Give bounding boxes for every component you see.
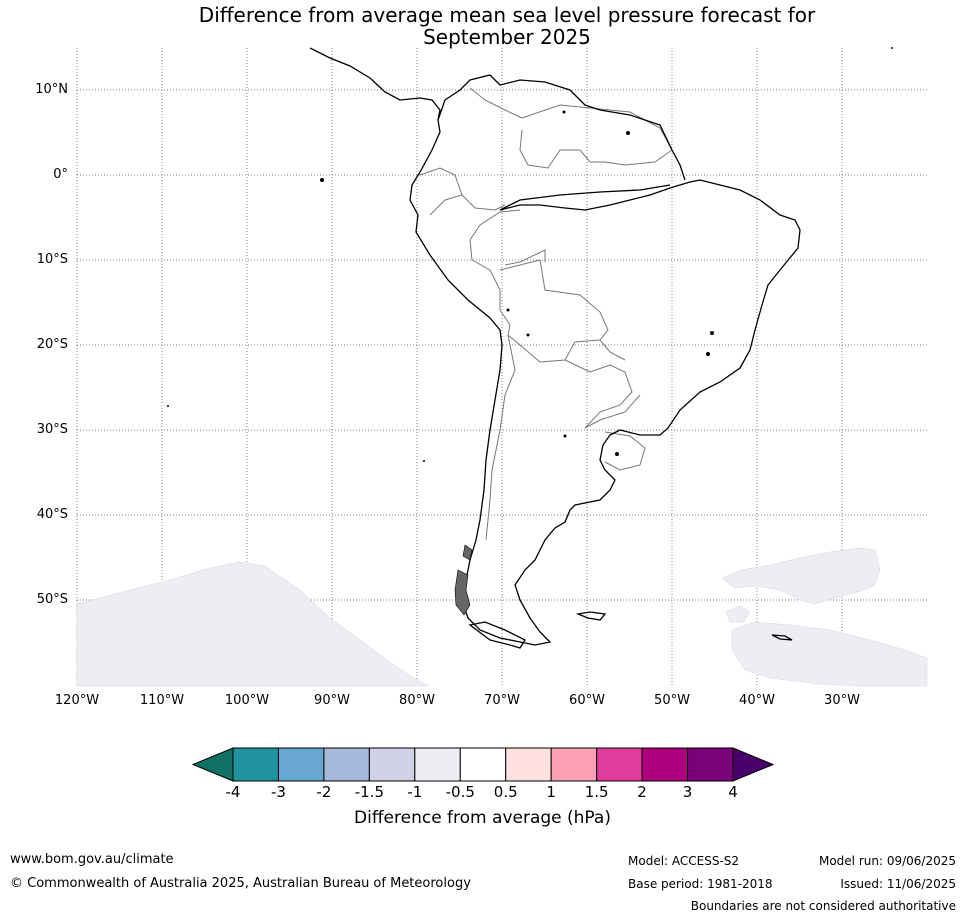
colorbar-extend-low <box>191 747 234 782</box>
colorbar-label: Difference from average (hPa) <box>354 808 611 828</box>
footer-model: Model: ACCESS-S2 <box>628 854 740 868</box>
colorbar-swatch <box>414 747 461 782</box>
colorbar-tick-label: 0.5 <box>493 783 518 801</box>
chilean-archipelago <box>454 544 473 616</box>
lat-label-20s: 20°S <box>36 337 68 352</box>
coast-tierra-del-fuego <box>468 621 526 649</box>
anomaly-regions <box>76 547 928 687</box>
colorbar-swatch <box>323 747 370 782</box>
lat-label-40s: 40°S <box>36 507 68 522</box>
lat-label-10s: 10°S <box>36 252 68 267</box>
anomaly-region-southwest-pacific <box>76 561 429 687</box>
colorbar-tick-label: 4 <box>728 783 738 801</box>
footer-url[interactable]: www.bom.gov.au/climate <box>10 852 174 867</box>
colorbar-swatch <box>368 747 416 782</box>
coast-central-america <box>309 47 441 121</box>
coast-south-georgia <box>771 634 793 641</box>
footer-model-run: Model run: 09/06/2025 <box>818 854 956 868</box>
small-islands <box>167 47 893 462</box>
lat-label-0: 0° <box>53 167 68 182</box>
colorbar-swatch <box>277 747 325 782</box>
country-borders <box>419 87 673 541</box>
lon-label-30w: 30°W <box>824 693 860 708</box>
coast-amazon-river <box>499 184 671 211</box>
footer-disclaimer: Boundaries are not considered authoritat… <box>690 899 956 913</box>
colorbar-swatch <box>596 747 643 782</box>
colorbar-tick-label: -1 <box>407 783 423 801</box>
colorbar-tick-label: 3 <box>682 783 693 801</box>
title-line-2: September 2025 <box>423 25 591 49</box>
lon-label-60w: 60°W <box>569 693 605 708</box>
lon-label-50w: 50°W <box>654 693 690 708</box>
anomaly-region-small <box>725 605 751 623</box>
anomaly-region-south-atlantic-east <box>721 547 881 605</box>
colorbar-swatch <box>641 747 689 782</box>
colorbar-tick-label: -2 <box>316 783 332 801</box>
footer-issued: Issued: 11/06/2025 <box>840 877 956 891</box>
colorbar-tick-label: 1.5 <box>584 783 609 801</box>
colorbar-tick-label: -3 <box>270 783 286 801</box>
lon-label-110w: 110°W <box>139 693 185 708</box>
coastlines <box>309 47 801 649</box>
colorbar-swatch <box>550 747 598 782</box>
coast-falklands <box>575 611 607 621</box>
colorbar-tick-label: -0.5 <box>445 783 475 801</box>
lat-label-50s: 50°S <box>36 592 68 607</box>
map-title: Difference from average mean sea level p… <box>0 4 965 48</box>
colorbar-tick-label: 1 <box>546 783 556 801</box>
lon-label-40w: 40°W <box>739 693 775 708</box>
lon-label-120w: 120°W <box>54 693 100 708</box>
colorbar-extend-high <box>732 747 775 782</box>
lat-label-10n: 10°N <box>35 82 68 97</box>
footer-base-period: Base period: 1981-2018 <box>628 877 773 891</box>
title-line-1: Difference from average mean sea level p… <box>198 3 816 27</box>
lon-label-80w: 80°W <box>399 693 435 708</box>
colorbar-swatch <box>505 747 552 782</box>
coast-south-america <box>409 119 801 646</box>
colorbar-swatch <box>459 747 507 782</box>
footer-copyright: © Commonwealth of Australia 2025, Austra… <box>10 876 471 891</box>
colorbar-tick-label: -1.5 <box>354 783 384 801</box>
colorbar-swatch <box>232 747 279 782</box>
anomaly-region-south-atlantic-southeast <box>731 621 928 687</box>
lat-label-30s: 30°S <box>36 422 68 437</box>
lon-label-90w: 90°W <box>314 693 350 708</box>
colorbar-tick-label: -4 <box>225 783 241 801</box>
coast-north <box>437 74 686 181</box>
colorbar-tick-label: 2 <box>637 783 647 801</box>
colorbar-swatch <box>687 747 734 782</box>
lon-label-100w: 100°W <box>224 693 270 708</box>
lon-label-70w: 70°W <box>484 693 520 708</box>
